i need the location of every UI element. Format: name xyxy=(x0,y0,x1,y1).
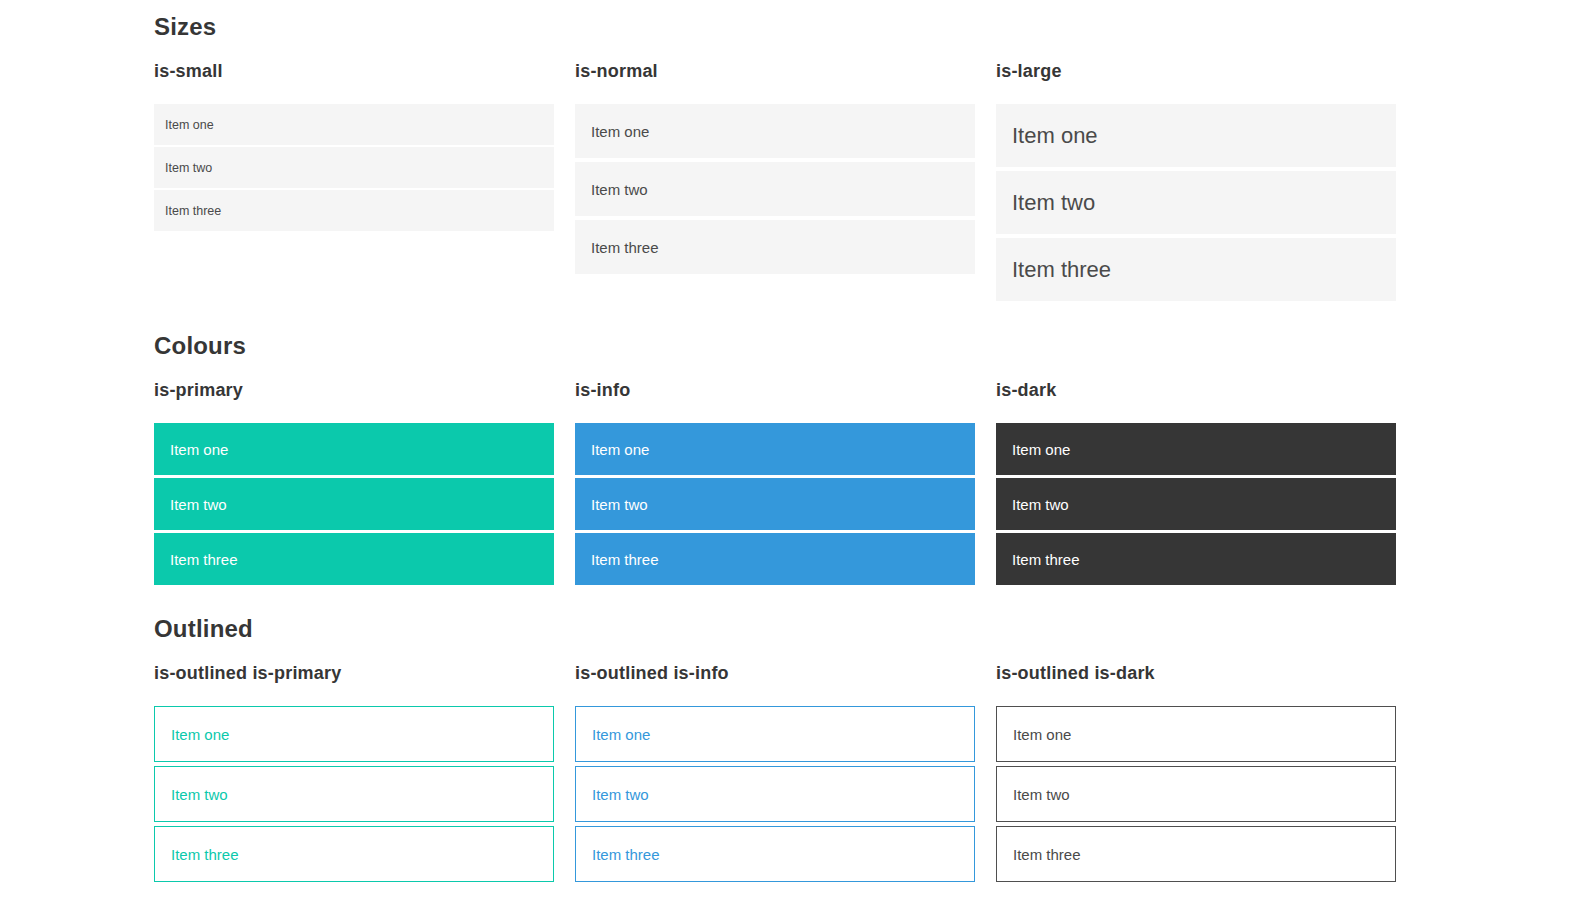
list-item[interactable]: Item two xyxy=(154,766,554,822)
section-title: Colours xyxy=(154,332,1396,360)
list-item[interactable]: Item one xyxy=(154,706,554,762)
item-list: Item one Item two Item three xyxy=(154,706,554,882)
list-item[interactable]: Item two xyxy=(575,162,975,216)
column-outlined-dark: is-outlined is-dark Item one Item two It… xyxy=(996,663,1396,886)
list-item[interactable]: Item two xyxy=(575,766,975,822)
variant-label-outlined-dark: is-outlined is-dark xyxy=(996,663,1396,684)
list-item[interactable]: Item three xyxy=(154,190,554,231)
variant-label-outlined-info: is-outlined is-info xyxy=(575,663,975,684)
item-list: Item one Item two Item three xyxy=(996,423,1396,585)
section-columns: is-outlined is-primary Item one Item two… xyxy=(154,663,1396,886)
list-item[interactable]: Item one xyxy=(575,706,975,762)
section-title: Sizes xyxy=(154,13,1396,41)
item-list: Item one Item two Item three xyxy=(575,104,975,274)
variant-label-color-info: is-info xyxy=(575,380,975,401)
list-item[interactable]: Item two xyxy=(575,478,975,530)
section-title: Outlined xyxy=(154,615,1396,643)
list-item[interactable]: Item three xyxy=(996,826,1396,882)
column-outlined-primary: is-outlined is-primary Item one Item two… xyxy=(154,663,554,886)
list-item[interactable]: Item one xyxy=(996,104,1396,167)
component-demo-page: Sizes is-small Item one Item two Item th… xyxy=(0,0,1595,886)
column-color-dark: is-dark Item one Item two Item three xyxy=(996,380,1396,588)
variant-label-size-normal: is-normal xyxy=(575,61,975,82)
item-list: Item one Item two Item three xyxy=(575,423,975,585)
list-item[interactable]: Item one xyxy=(575,423,975,475)
list-item[interactable]: Item one xyxy=(154,104,554,145)
list-item[interactable]: Item three xyxy=(575,533,975,585)
section-outlined: Outlined is-outlined is-primary Item one… xyxy=(154,615,1396,886)
list-item[interactable]: Item one xyxy=(996,706,1396,762)
column-size-normal: is-normal Item one Item two Item three xyxy=(575,61,975,278)
section-columns: is-small Item one Item two Item three is… xyxy=(154,61,1396,305)
list-item[interactable]: Item three xyxy=(154,826,554,882)
list-item[interactable]: Item three xyxy=(996,238,1396,301)
list-item[interactable]: Item three xyxy=(996,533,1396,585)
list-item[interactable]: Item one xyxy=(996,423,1396,475)
list-item[interactable]: Item two xyxy=(996,478,1396,530)
list-item[interactable]: Item two xyxy=(154,478,554,530)
section-colours: Colours is-primary Item one Item two Ite… xyxy=(154,332,1396,588)
item-list: Item one Item two Item three xyxy=(575,706,975,882)
list-item[interactable]: Item three xyxy=(154,533,554,585)
section-sizes: Sizes is-small Item one Item two Item th… xyxy=(154,13,1396,305)
list-item[interactable]: Item one xyxy=(575,104,975,158)
variant-label-outlined-primary: is-outlined is-primary xyxy=(154,663,554,684)
variant-label-color-primary: is-primary xyxy=(154,380,554,401)
list-item[interactable]: Item two xyxy=(154,147,554,188)
variant-label-size-small: is-small xyxy=(154,61,554,82)
column-color-info: is-info Item one Item two Item three xyxy=(575,380,975,588)
column-size-small: is-small Item one Item two Item three xyxy=(154,61,554,233)
item-list: Item one Item two Item three xyxy=(996,706,1396,882)
list-item[interactable]: Item two xyxy=(996,171,1396,234)
list-item[interactable]: Item one xyxy=(154,423,554,475)
item-list: Item one Item two Item three xyxy=(154,104,554,231)
column-color-primary: is-primary Item one Item two Item three xyxy=(154,380,554,588)
column-outlined-info: is-outlined is-info Item one Item two It… xyxy=(575,663,975,886)
list-item[interactable]: Item three xyxy=(575,220,975,274)
list-item[interactable]: Item two xyxy=(996,766,1396,822)
column-size-large: is-large Item one Item two Item three xyxy=(996,61,1396,305)
item-list: Item one Item two Item three xyxy=(996,104,1396,301)
list-item[interactable]: Item three xyxy=(575,826,975,882)
section-columns: is-primary Item one Item two Item three … xyxy=(154,380,1396,588)
item-list: Item one Item two Item three xyxy=(154,423,554,585)
variant-label-color-dark: is-dark xyxy=(996,380,1396,401)
variant-label-size-large: is-large xyxy=(996,61,1396,82)
